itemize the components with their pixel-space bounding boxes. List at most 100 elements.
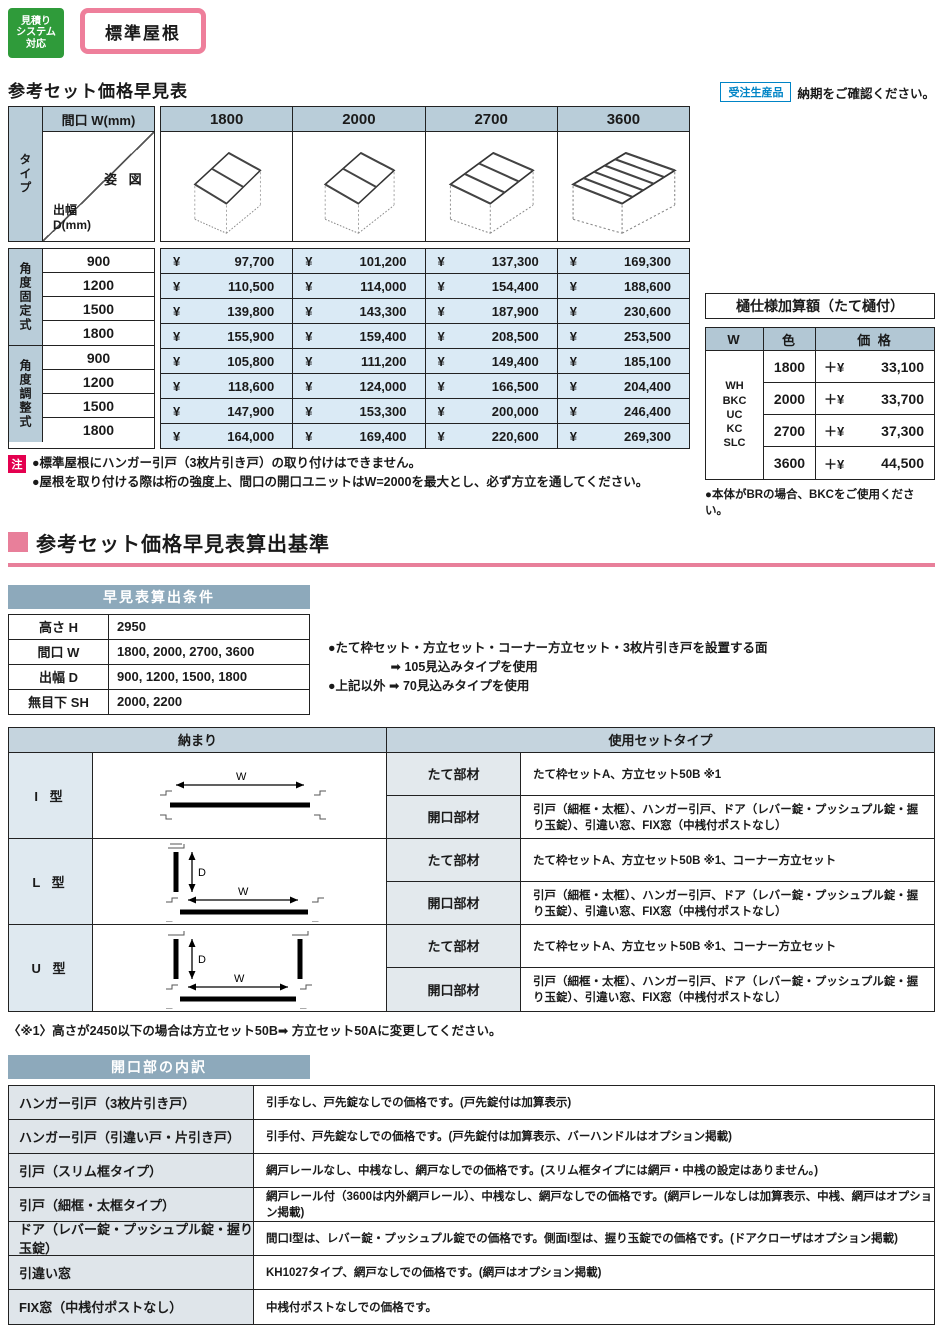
gutter-header-cell: W	[706, 328, 764, 351]
group-label-text: 角度調整式	[18, 359, 32, 429]
yen-symbol: ¥	[569, 303, 577, 319]
depth-cell: 900	[43, 346, 154, 370]
price-cell: ¥149,400	[425, 349, 558, 373]
set-type-group: I 型 W たて部材 たて枠セットA、方立セット50B ※1 開口部材 引戸（細框・太…	[9, 752, 934, 839]
gutter-note: ●本体がBRの場合、BKCをご使用ください。	[705, 489, 915, 517]
set-subrow-vertical: たて部材 たて枠セットA、方立セット50B ※1	[387, 752, 934, 796]
price-value: 153,300	[359, 403, 407, 419]
opening-label: 引戸（細框・太框タイプ）	[9, 1187, 254, 1221]
price-cell: ¥111,200	[293, 349, 426, 373]
price-row: ¥110,500 ¥114,000 ¥154,400 ¥188,600	[161, 274, 689, 299]
depth-group: 角度調整式 900 1200 1500 1800	[9, 346, 154, 442]
price-value: 111,200	[360, 353, 407, 369]
price-value: 149,400	[491, 353, 539, 369]
part-label: 開口部材	[387, 795, 521, 838]
set-diagram: W	[93, 752, 387, 838]
gutter-price-value: 33,100	[881, 358, 924, 375]
plus-yen-symbol: ＋¥	[824, 392, 845, 407]
yen-symbol: ¥	[173, 253, 181, 269]
svg-text:D: D	[198, 867, 206, 879]
figure-label: 姿 図	[104, 172, 146, 188]
price-row: ¥155,900 ¥159,400 ¥208,500 ¥253,500	[161, 324, 689, 349]
set-subrow-opening: 開口部材 引戸（細框・太框）、ハンガー引戸、ドア（レバー錠・プッシュプル錠・握り玉…	[387, 881, 934, 924]
opening-description: 間口I型は、レバー錠・プッシュプル錠での価格です。側面I型は、握り玉錠での価格で…	[266, 1233, 898, 1245]
price-value: 159,400	[359, 328, 407, 344]
price-cell: ¥200,000	[425, 399, 558, 423]
svg-text:W: W	[236, 771, 247, 783]
set-type-cell: U 型	[9, 924, 93, 1011]
opening-label: ドア（レバー錠・プッシュプル錠・握り玉錠）	[9, 1221, 254, 1256]
width-column: 3600	[557, 107, 689, 241]
price-cell: ¥143,300	[293, 299, 426, 323]
note-line: ●標準屋根にハンガー引戸（3枚片引き戸）の取り付けはできません。	[32, 456, 422, 470]
opening-row: ハンガー引戸（引違い戸・片引き戸） 引手付、戸先錠なしでの価格です。(戸先錠付は加…	[9, 1119, 934, 1154]
set-subrow-opening: 開口部材 引戸（細框・太框）、ハンガー引戸、ドア（レバー錠・プッシュプル錠・握り玉…	[387, 795, 934, 838]
roof-illustration	[161, 132, 293, 241]
price-row: ¥147,900 ¥153,300 ¥200,000 ¥246,400	[161, 399, 689, 424]
depth-cell: 1200	[43, 370, 154, 394]
condition-row: 高さ H 2950	[9, 614, 309, 640]
condition-row: 出幅 D 900, 1200, 1500, 1800	[9, 664, 309, 690]
opening-description: 網戸レールなし、中桟なし、網戸なしでの価格です。(スリム框タイプには網戸・中桟の…	[266, 1165, 819, 1177]
part-label: 開口部材	[387, 968, 521, 1011]
section-underline-bar	[8, 562, 935, 567]
price-value: 187,900	[491, 303, 539, 319]
opening-label: 引戸（スリム框タイプ）	[9, 1153, 254, 1187]
price-value: 101,200	[359, 253, 407, 269]
opening-description: 網戸レール付（3600は内外網戸レール）、中桟なし、網戸なしでの価格です。(網戸…	[266, 1191, 933, 1219]
estimate-system-badge: 見積り システム 対応	[8, 8, 64, 58]
opening-row: FIX窓（中桟付ポストなし） 中桟付ポストなしでの価格です。	[9, 1289, 934, 1324]
price-cell: ¥185,100	[557, 349, 689, 373]
price-value: 118,600	[227, 378, 275, 394]
yen-symbol: ¥	[569, 328, 577, 344]
yen-symbol: ¥	[305, 278, 313, 294]
conditions-block: 早見表算出条件 高さ H 2950 間口 W 1800, 2000, 2700, 36…	[8, 584, 310, 715]
price-cell: ¥169,400	[293, 424, 426, 448]
yen-symbol: ¥	[437, 303, 445, 319]
set-table-body: I 型 W たて部材 たて枠セットA、方立セット50B ※1 開口部材 引戸（細框・太…	[9, 752, 934, 1011]
condition-label: 間口 W	[9, 639, 109, 664]
opening-table: ハンガー引戸（3枚片引き戸） 引手なし、戸先錠なしでの価格です。(戸先錠付は加算表…	[8, 1084, 935, 1325]
price-cell: ¥153,300	[293, 399, 426, 423]
price-cell: ¥187,900	[425, 299, 558, 323]
yen-symbol: ¥	[569, 253, 577, 269]
price-value: 139,800	[227, 303, 275, 319]
price-cell: ¥204,400	[557, 374, 689, 398]
price-row: ¥139,800 ¥143,300 ¥187,900 ¥230,600	[161, 299, 689, 324]
set-type-cell: I 型	[9, 752, 93, 838]
depth-cell: 1200	[43, 273, 154, 297]
roof-illustration	[557, 132, 689, 241]
width-column-header: 2700	[425, 107, 557, 132]
price-row: ¥164,000 ¥169,400 ¥220,600 ¥269,300	[161, 424, 689, 448]
depth-cell: 1500	[43, 297, 154, 321]
part-label: たて部材	[387, 838, 521, 881]
yen-symbol: ¥	[569, 353, 577, 369]
gutter-price-value: 37,300	[881, 422, 924, 439]
price-table-area: タイプ 間口 W(mm) 姿 図 出幅 D(mm) 1800 2000	[8, 106, 935, 517]
part-description: たて枠セットA、方立セット50B ※1、コーナー方立セット	[533, 854, 837, 867]
price-value: 185,100	[624, 353, 671, 369]
price-row: ¥97,700 ¥101,200 ¥137,300 ¥169,300	[161, 249, 689, 274]
price-cell: ¥220,600	[425, 424, 558, 448]
price-cell: ¥110,500	[161, 274, 294, 298]
price-cell: ¥269,300	[557, 424, 689, 448]
price-cell: ¥164,000	[161, 424, 294, 448]
group-label: 角度調整式	[9, 346, 43, 442]
yen-symbol: ¥	[437, 353, 445, 369]
price-notes: 注 ●標準屋根にハンガー引戸（3枚片引き戸）の取り付けはできません。 ●屋根を取り…	[8, 454, 935, 492]
set-type-table: 納まり 使用セットタイプ I 型 W たて部材 たて枠セットA、方立セット50B …	[8, 726, 935, 1012]
gutter-price-cell: ＋¥ 44,500	[816, 447, 934, 479]
price-cell: ¥166,500	[425, 374, 558, 398]
price-cells-box: ¥97,700 ¥101,200 ¥137,300 ¥169,300 ¥110,500 ¥…	[160, 248, 690, 449]
condition-label: 無目下 SH	[9, 689, 109, 714]
set-diagram: D W	[93, 924, 387, 1011]
price-value: 200,000	[491, 403, 539, 419]
part-description: 引戸（細框・太框）、ハンガー引戸、ドア（レバー錠・プッシュプル錠・握り玉錠）、引…	[533, 889, 919, 918]
section-marker-square	[8, 532, 28, 552]
price-cell: ¥114,000	[293, 274, 426, 298]
yen-symbol: ¥	[305, 253, 313, 269]
price-value: 246,400	[624, 403, 671, 419]
opening-label: ハンガー引戸（3枚片引き戸）	[9, 1085, 254, 1119]
svg-text:D: D	[198, 954, 206, 966]
